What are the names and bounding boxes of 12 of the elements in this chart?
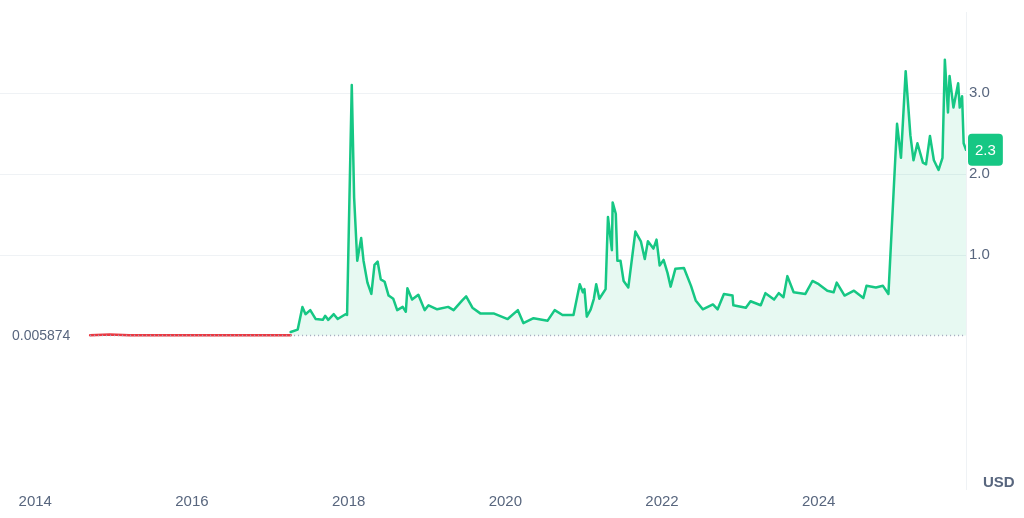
y-tick-label: 2.0 — [969, 164, 990, 182]
y-tick-label: 3.0 — [969, 83, 990, 101]
y-tick-label: 1.0 — [969, 245, 990, 263]
ref-line-label: 0.005874 — [12, 327, 71, 344]
x-tick-label: 2024 — [802, 492, 836, 510]
annotation: 2.3 — [975, 140, 996, 158]
text: USD — [983, 473, 1015, 491]
x-tick-label: 2022 — [645, 492, 679, 510]
x-tick-label: 2014 — [18, 492, 52, 510]
x-tick-label: 2018 — [331, 492, 366, 510]
x-tick-label: 2016 — [175, 492, 209, 510]
x-tick-label: 2020 — [488, 492, 523, 510]
